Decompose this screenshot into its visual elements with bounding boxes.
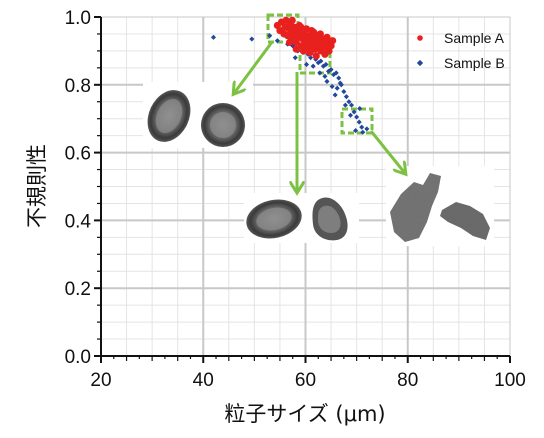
data-point xyxy=(299,47,308,55)
particle-images xyxy=(143,82,494,246)
data-point xyxy=(249,36,255,42)
data-point xyxy=(322,73,328,79)
data-point xyxy=(306,48,314,57)
callout-arrow-right xyxy=(369,130,404,172)
data-point xyxy=(292,55,298,61)
particle-image-elongated-pair xyxy=(244,193,359,243)
y-tick-label: 0.0 xyxy=(65,347,91,368)
data-point xyxy=(334,85,340,91)
data-point xyxy=(364,126,370,132)
data-point xyxy=(356,119,362,125)
callout-box-lower xyxy=(340,107,374,135)
x-axis-title: 粒子サイズ (μm) xyxy=(224,402,385,426)
y-tick-label: 0.6 xyxy=(65,144,91,165)
series-sample-a xyxy=(273,16,337,60)
callout-annotations xyxy=(235,13,404,190)
data-point xyxy=(288,16,296,24)
data-point xyxy=(323,61,329,68)
y-tick-label: 1.0 xyxy=(65,8,91,29)
data-point xyxy=(343,94,349,100)
y-ticks: 0.0 0.2 0.4 0.6 0.8 1.0 xyxy=(65,8,101,368)
data-point xyxy=(308,26,316,35)
data-point xyxy=(359,124,365,130)
callout-box-top xyxy=(266,13,300,44)
data-point xyxy=(336,75,342,81)
y-tick-label: 0.4 xyxy=(65,211,92,232)
data-point xyxy=(274,38,280,44)
legend-label-sample-a: Sample A xyxy=(444,30,505,46)
x-tick-label: 20 xyxy=(90,370,111,391)
data-point xyxy=(328,37,337,45)
legend-marker-sample-b xyxy=(416,59,424,67)
data-point xyxy=(310,63,316,69)
data-point xyxy=(321,50,329,58)
data-point xyxy=(286,38,294,47)
legend-marker-sample-a xyxy=(417,35,423,41)
axes: 20 40 60 80 100 0.0 0.2 0.4 0.6 0.8 1.0 xyxy=(65,8,526,391)
data-point xyxy=(347,112,354,118)
data-point xyxy=(357,105,363,112)
data-point xyxy=(297,23,305,31)
data-point xyxy=(351,109,357,115)
data-point xyxy=(323,33,331,41)
legend-label-sample-b: Sample B xyxy=(444,55,505,71)
y-tick-label: 0.8 xyxy=(65,76,91,97)
data-point xyxy=(316,30,324,38)
data-point xyxy=(317,70,323,76)
data-point xyxy=(341,89,347,95)
particle-image-irregular-pair xyxy=(386,166,494,246)
data-point xyxy=(290,32,298,40)
data-point xyxy=(292,45,300,53)
x-tick-label: 40 xyxy=(193,370,214,391)
x-tick-label: 60 xyxy=(295,370,316,391)
x-tick-label: 80 xyxy=(397,370,418,391)
data-point xyxy=(360,129,366,135)
callout-arrow-left xyxy=(235,41,274,92)
data-point xyxy=(342,102,348,108)
y-axis-title: 不規則性 xyxy=(25,144,49,228)
data-point xyxy=(324,78,330,84)
y-tick-label: 0.2 xyxy=(65,279,91,300)
x-ticks: 20 40 60 80 100 xyxy=(90,356,526,391)
data-point xyxy=(332,92,338,98)
data-point xyxy=(312,52,320,60)
particle-image-round-pair xyxy=(143,82,253,148)
data-point xyxy=(210,34,217,40)
x-tick-label: 100 xyxy=(494,370,526,391)
